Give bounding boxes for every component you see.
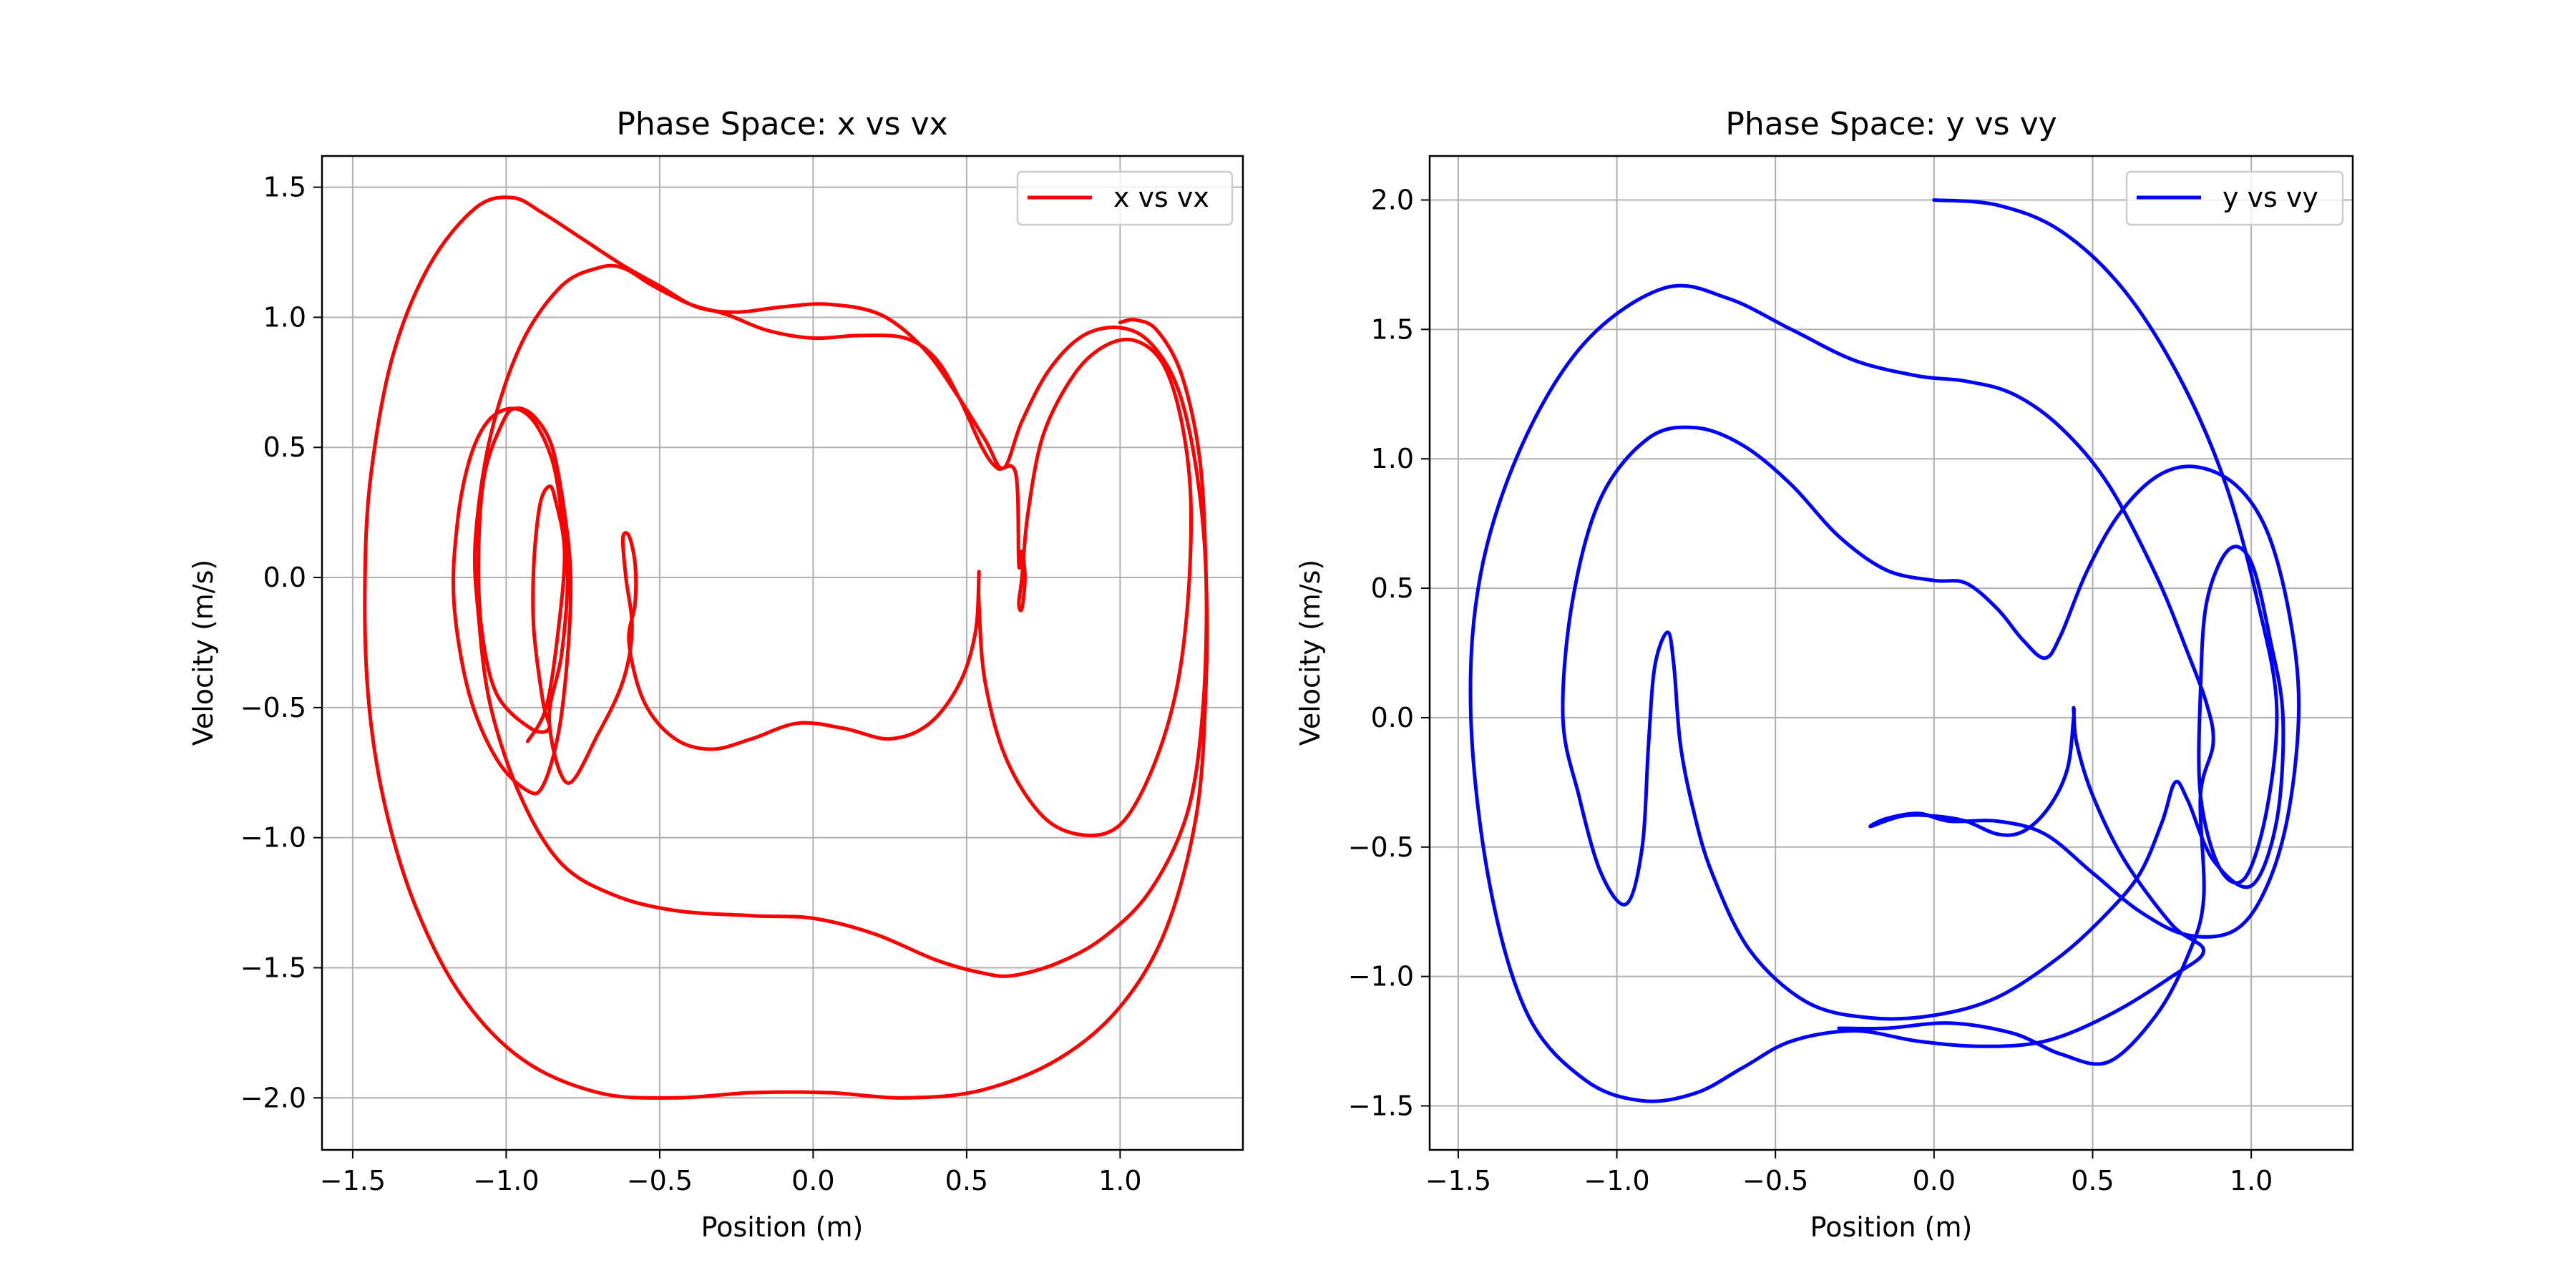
x-axis-label: Position (m) — [701, 1211, 864, 1243]
y-tick-label: −1.5 — [240, 952, 306, 983]
legend-label: y vs vy — [2223, 182, 2318, 213]
series-line — [363, 195, 1209, 1100]
legend: y vs vy — [2125, 170, 2344, 226]
x-tick-label: −1.5 — [1425, 1165, 1491, 1196]
y-axis-label: Velocity (m/s) — [1294, 560, 1326, 746]
y-tick-label: −1.5 — [1348, 1091, 1414, 1122]
x-tick-label: 0.5 — [945, 1165, 988, 1196]
plot-frame — [1428, 155, 2354, 1151]
y-axis-ticks: 1.5 1.0 0.5 0.0 −0.5 −1.0 −1.5 −2.0 — [240, 172, 322, 1113]
x-tick-label: −1.0 — [473, 1165, 539, 1196]
x-axis-ticks: −1.5 −1.0 −0.5 0.0 0.5 1.0 — [320, 1150, 1142, 1196]
x-tick-label: −1.5 — [320, 1165, 386, 1196]
x-tick-label: 1.0 — [2230, 1165, 2273, 1196]
y-tick-label: 0.5 — [263, 431, 306, 463]
y-tick-label: −0.5 — [1348, 831, 1414, 863]
legend: x vs vx — [1016, 170, 1234, 226]
legend-box — [1016, 170, 1234, 226]
x-tick-label: 0.5 — [2071, 1165, 2114, 1196]
plot-frame — [321, 155, 1244, 1151]
legend-box — [2125, 170, 2344, 226]
y-tick-label: 0.5 — [1371, 572, 1414, 604]
grid — [1430, 156, 2353, 1150]
y-tick-label: 2.0 — [1371, 184, 1414, 215]
y-tick-label: 1.5 — [1371, 313, 1414, 345]
x-tick-label: −0.5 — [1742, 1165, 1808, 1196]
y-tick-label: −2.0 — [240, 1082, 306, 1113]
chart-y-vs-vy: Phase Space: y vs vy −1.5 −1.0 −0.5 0.0 0.5 1… — [1294, 106, 2354, 1243]
x-tick-label: 1.0 — [1098, 1165, 1141, 1196]
x-tick-label: 0.0 — [1913, 1165, 1956, 1196]
y-tick-label: −0.5 — [240, 692, 306, 723]
y-tick-label: −1.0 — [240, 822, 306, 854]
x-axis-ticks: −1.5 −1.0 −0.5 0.0 0.5 1.0 — [1425, 1150, 2273, 1196]
chart-title: Phase Space: x vs vx — [616, 106, 947, 142]
y-axis-label: Velocity (m/s) — [187, 560, 219, 746]
y-tick-label: 1.5 — [263, 172, 306, 203]
y-tick-label: 1.0 — [1371, 443, 1414, 474]
legend-label: x vs vx — [1113, 182, 1209, 213]
y-tick-label: 0.0 — [1371, 702, 1414, 733]
chart-x-vs-vx: Phase Space: x vs vx −1.5 −1.0 −0.5 0.0 0.5 1… — [187, 106, 1244, 1243]
x-axis-label: Position (m) — [1810, 1211, 1973, 1243]
x-tick-label: −1.0 — [1584, 1165, 1649, 1196]
y-tick-label: 1.0 — [263, 301, 306, 333]
x-tick-label: −0.5 — [627, 1165, 693, 1196]
y-axis-ticks: 2.0 1.5 1.0 0.5 0.0 −0.5 −1.0 −1.5 — [1348, 184, 1430, 1122]
series-line — [1468, 198, 2301, 1103]
y-tick-label: −1.0 — [1348, 961, 1414, 992]
chart-title: Phase Space: y vs vy — [1725, 106, 2057, 142]
y-tick-label: 0.0 — [263, 562, 306, 593]
x-tick-label: 0.0 — [791, 1165, 834, 1196]
series-area — [1468, 198, 2301, 1103]
series-area — [363, 195, 1209, 1100]
